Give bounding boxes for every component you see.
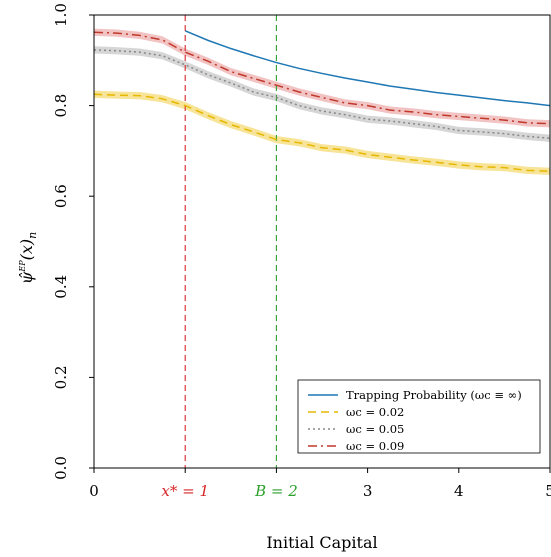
y-tick-label-1: 0.2 <box>52 365 70 389</box>
legend-label-2: ωc = 0.05 <box>346 422 404 436</box>
x-tick-label-2: B = 2 <box>254 482 298 500</box>
y-tick-label-0: 0.0 <box>52 456 70 480</box>
band-series-2 <box>94 46 550 142</box>
plot-frame <box>93 14 551 469</box>
x-axis-label: Initial Capital <box>266 533 377 552</box>
series-line-0 <box>184 30 551 107</box>
y-axis-label: ψ̂EP(x)n <box>17 232 39 284</box>
confidence-bands <box>94 28 550 175</box>
band-series-1 <box>94 90 550 175</box>
legend: Trapping Probability (ωc ≡ ∞) ωc = 0.02 ωc… <box>297 379 541 454</box>
series-line-2 <box>93 49 551 139</box>
x-axis-ticks: 0 x* = 1 B = 2 3 4 5 <box>89 468 551 500</box>
y-tick-label-3: 0.6 <box>52 184 70 208</box>
legend-label-3: ωc = 0.09 <box>346 439 404 453</box>
series-lines <box>93 30 551 173</box>
y-tick-label-2: 0.4 <box>52 275 70 299</box>
legend-box <box>297 379 541 454</box>
series-line-3 <box>93 31 551 125</box>
legend-label-1: ωc = 0.02 <box>346 405 404 419</box>
x-tick-label-4: 4 <box>454 482 464 500</box>
series-line-1 <box>93 93 551 173</box>
x-tick-label-3: 3 <box>363 482 373 500</box>
y-tick-label-5: 1.0 <box>52 3 70 27</box>
x-tick-label-1: x* = 1 <box>161 482 209 500</box>
x-tick-label-0: 0 <box>89 482 99 500</box>
y-tick-label-4: 0.8 <box>52 94 70 118</box>
band-series-3 <box>94 28 550 128</box>
y-axis-ticks: 0.0 0.2 0.4 0.6 0.8 1.0 <box>52 3 94 480</box>
x-tick-label-5: 5 <box>545 482 551 500</box>
legend-label-0: Trapping Probability (ωc ≡ ∞) <box>346 388 522 402</box>
reference-lines <box>184 15 277 468</box>
